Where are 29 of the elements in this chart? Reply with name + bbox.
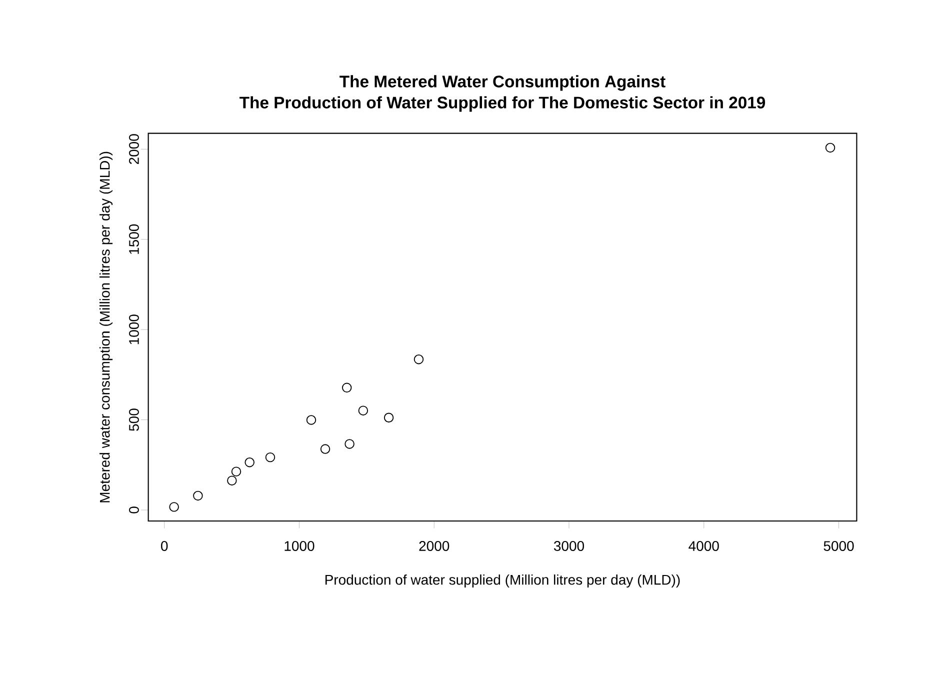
point — [306, 415, 316, 425]
point — [169, 502, 179, 512]
point — [320, 444, 330, 454]
point — [342, 382, 352, 393]
point — [231, 466, 242, 476]
point — [384, 412, 394, 422]
point — [227, 476, 237, 486]
point — [825, 142, 836, 153]
x-tick-label: 3000 — [554, 541, 584, 551]
point — [244, 457, 254, 468]
point — [265, 452, 276, 462]
x-tick-label: 1000 — [284, 541, 314, 551]
point — [358, 406, 368, 416]
point — [414, 354, 424, 364]
y-axis-title: Metered water consumption (Million litres per day (MLD)) — [99, 152, 113, 502]
x-axis-title: Production of water supplied (Million litres per day (MLD)) — [325, 574, 680, 588]
point — [344, 439, 354, 449]
x-tick-label: 2000 — [419, 541, 450, 551]
x-tick-label: 4000 — [688, 541, 719, 551]
point — [193, 490, 203, 501]
y-tick-label: 1500 — [129, 224, 139, 254]
x-tick-label: 0 — [161, 541, 168, 551]
chart-subtitle: The Production of Water Supplied for The Domestic Sector in 2019 — [240, 96, 766, 112]
y-tick-label: 1000 — [129, 314, 139, 344]
y-tick-label: 0 — [129, 506, 139, 514]
y-tick-label: 2000 — [129, 134, 139, 164]
x-tick-label: 5000 — [824, 541, 854, 551]
y-tick-label: 500 — [129, 408, 139, 431]
chart-title: The Metered Water Consumption Against — [340, 75, 666, 91]
